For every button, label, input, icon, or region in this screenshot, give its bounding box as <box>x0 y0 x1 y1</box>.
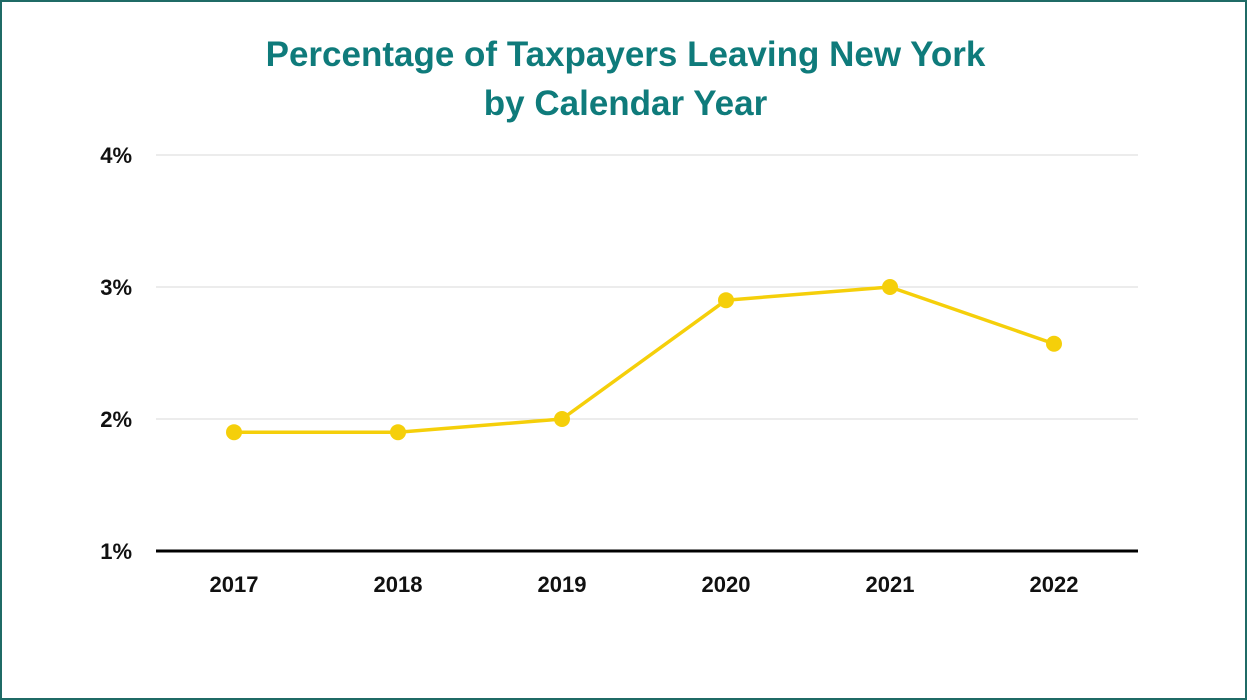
y-tick-label: 3% <box>100 275 132 300</box>
y-tick-label: 4% <box>100 143 132 168</box>
chart-title-line-1: Percentage of Taxpayers Leaving New York <box>265 35 986 74</box>
grid-layer <box>156 154 1138 553</box>
x-axis-ticks: 2017 2018 2019 2020 2021 2022 <box>210 572 1079 597</box>
x-tick-label: 2017 <box>210 572 259 597</box>
data-point <box>718 292 734 309</box>
x-tick-label: 2018 <box>374 572 423 597</box>
data-point <box>226 424 242 441</box>
series-layer <box>226 279 1062 441</box>
data-point <box>554 411 570 427</box>
x-tick-label: 2021 <box>866 572 915 597</box>
chart-title: Percentage of Taxpayers Leaving New York… <box>2 30 1247 128</box>
x-tick-label: 2022 <box>1030 572 1079 597</box>
y-tick-label: 1% <box>100 539 132 564</box>
x-tick-label: 2020 <box>702 572 751 597</box>
series-line <box>232 285 1056 434</box>
data-point <box>390 424 406 441</box>
y-tick-label: 2% <box>100 407 132 432</box>
chart-title-line-2: by Calendar Year <box>483 84 768 123</box>
x-tick-label: 2019 <box>538 572 587 597</box>
data-point <box>882 279 898 295</box>
data-point <box>1046 335 1062 352</box>
y-axis-ticks: 1% 2% 3% 4% <box>100 143 132 564</box>
